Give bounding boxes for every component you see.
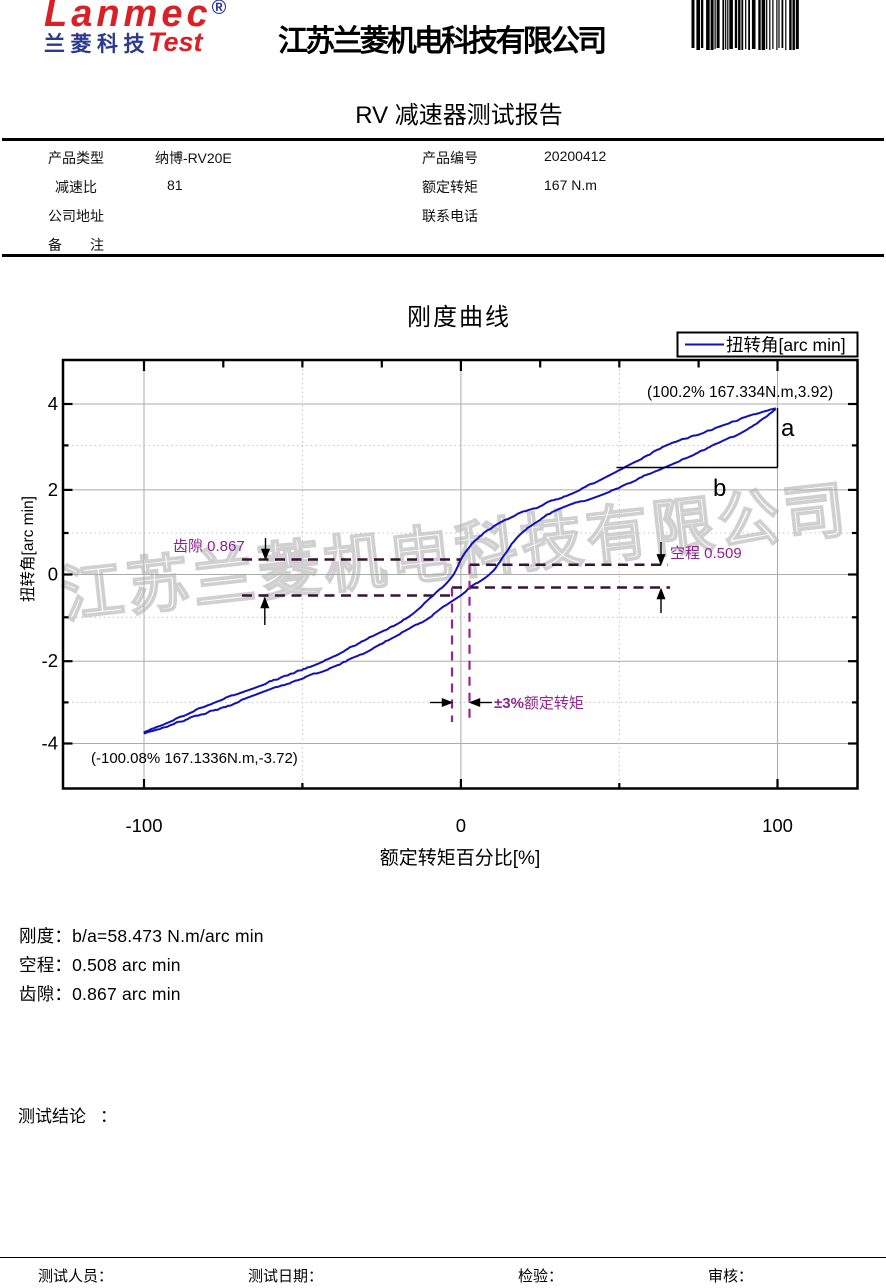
- svg-text:-4: -4: [42, 733, 58, 754]
- svg-text:扭转角[arc min]: 扭转角[arc min]: [726, 335, 846, 355]
- svg-text:空程 0.509: 空程 0.509: [670, 545, 742, 562]
- svg-text:额定转矩百分比[%]: 额定转矩百分比[%]: [380, 847, 540, 869]
- svg-text:b: b: [713, 475, 726, 502]
- svg-text:扭转角[arc min]: 扭转角[arc min]: [19, 496, 37, 602]
- svg-text:a: a: [781, 415, 795, 442]
- svg-text:(-100.08% 167.1336N.m,-3.72): (-100.08% 167.1336N.m,-3.72): [91, 750, 298, 767]
- svg-text:-2: -2: [42, 650, 58, 671]
- svg-text:±3%额定转矩: ±3%额定转矩: [494, 695, 584, 712]
- svg-text:100: 100: [762, 815, 793, 836]
- svg-text:0: 0: [456, 815, 466, 836]
- svg-text:-100: -100: [125, 815, 162, 836]
- svg-text:2: 2: [48, 479, 58, 500]
- svg-text:刚度曲线: 刚度曲线: [407, 304, 511, 331]
- svg-text:4: 4: [48, 393, 58, 414]
- svg-text:0: 0: [48, 564, 58, 585]
- svg-text:齿隙 0.867: 齿隙 0.867: [173, 538, 245, 555]
- svg-text:(100.2% 167.334N.m,3.92): (100.2% 167.334N.m,3.92): [647, 384, 833, 401]
